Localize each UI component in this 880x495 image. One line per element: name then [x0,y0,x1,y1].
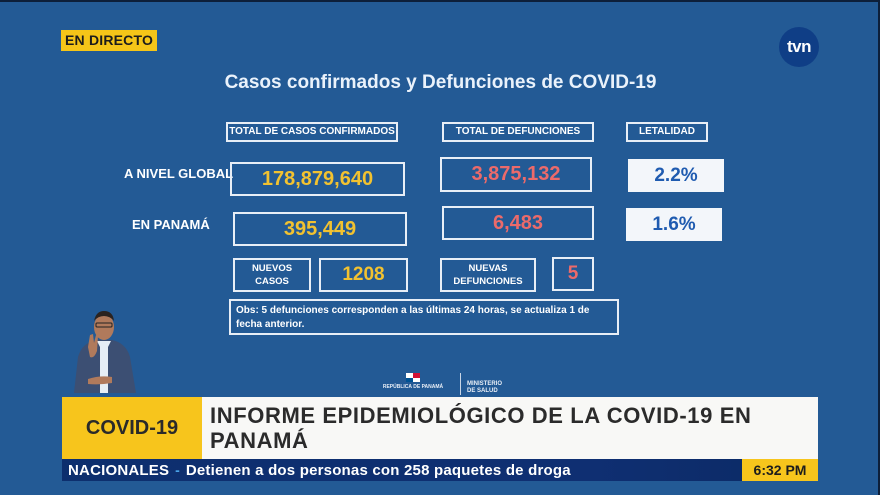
observation-note: Obs: 5 defunciones corresponden a las úl… [229,299,619,335]
ministry-divider [460,373,461,395]
top-border [0,0,880,2]
row-label-panama: EN PANAMÁ [132,217,210,232]
new-cases-label-line1: NUEVOS [251,263,293,274]
new-cases-label-line2: CASOS [255,276,289,287]
panama-confirmed-value: 395,449 [233,212,407,246]
global-lethality-value: 2.2% [628,159,724,192]
ticker-headline: Detienen a dos personas con 258 paquetes… [185,461,571,479]
header-lethality: LETALIDAD [626,122,708,142]
lower-third: COVID-19 INFORME EPIDEMIOLÓGICO DE LA CO… [62,397,818,459]
global-deaths-value: 3,875,132 [440,157,592,192]
header-confirmed: TOTAL DE CASOS CONFIRMADOS [226,122,398,142]
lower-third-headline: INFORME EPIDEMIOLÓGICO DE LA COVID-19 EN… [202,397,818,459]
right-border [878,0,880,495]
tvn-logo-icon: tvn [779,27,819,67]
lower-third-tag: COVID-19 [62,397,202,459]
ticker-separator: - [175,462,180,478]
new-deaths-label-line2: DEFUNCIONES [453,276,523,287]
panama-deaths-value: 6,483 [442,206,594,240]
sign-language-interpreter-icon [70,305,138,393]
new-deaths-value: 5 [552,257,594,291]
new-cases-value: 1208 [319,258,408,292]
ministry-logo: REPÚBLICA DE PANAMÁ MINISTERIO DE SALUD [372,373,502,397]
new-deaths-label: NUEVAS DEFUNCIONES [440,258,536,292]
new-deaths-label-line1: NUEVAS [468,263,508,274]
row-label-global: A NIVEL GLOBAL [124,166,234,181]
panama-lethality-value: 1.6% [626,208,722,241]
slide-title: Casos confirmados y Defunciones de COVID… [0,72,880,94]
ticker-section: NACIONALES [68,461,170,479]
republic-label: REPÚBLICA DE PANAMÁ [382,384,444,390]
live-badge: EN DIRECTO [61,30,158,51]
new-cases-label: NUEVOS CASOS [233,258,311,292]
panama-flag-icon [406,373,420,382]
ministry-name-line2: DE SALUD [467,388,498,394]
global-confirmed-value: 178,879,640 [230,162,405,196]
ticker-clock: 6:32 PM [742,459,818,481]
slide-title-text: Casos confirmados y Defunciones de COVID… [224,72,657,93]
news-ticker: NACIONALES - Detienen a dos personas con… [62,459,818,481]
ministry-name-line1: MINISTERIO [467,381,503,387]
republic-panama-block: REPÚBLICA DE PANAMÁ [372,373,454,390]
header-deaths: TOTAL DE DEFUNCIONES [442,122,594,142]
ministry-name: MINISTERIO DE SALUD [467,373,502,395]
